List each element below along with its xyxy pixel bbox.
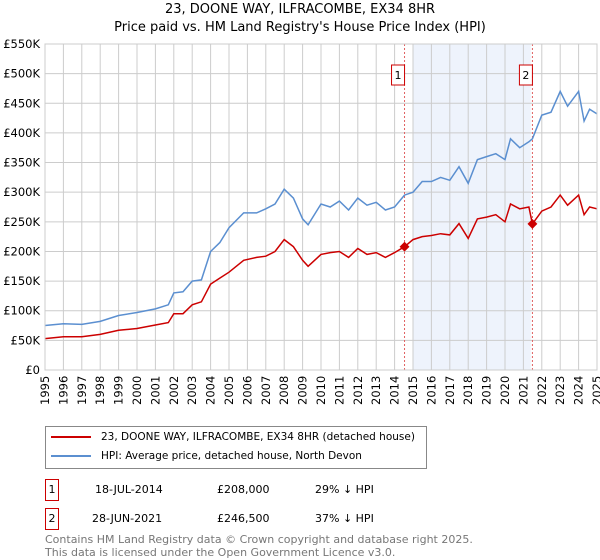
sale-marker-box <box>518 64 533 86</box>
sale-hpi-diff: 29% ↓ HPI <box>315 483 374 496</box>
x-tick-label: 1995 <box>38 376 52 405</box>
legend-swatch-red <box>51 436 91 438</box>
price-chart: £0 £50K £100K £150K £200K £250K £300K £350K £400… <box>3 37 600 405</box>
y-tick-label: £450K <box>3 96 40 110</box>
hpi-line <box>44 89 598 327</box>
sale-hpi-diff: 37% ↓ HPI <box>315 512 374 525</box>
x-tick-label: 1999 <box>112 376 126 405</box>
x-tick-label: 2009 <box>296 376 310 405</box>
plot-frame <box>44 43 598 371</box>
x-tick-label: 2019 <box>480 376 494 405</box>
sale-row: 2 28-JUN-2021 £246,500 37% ↓ HPI <box>45 508 545 530</box>
sale-date: 18-JUL-2014 <box>95 483 163 496</box>
y-tick-label: £550K <box>3 37 40 51</box>
x-tick-label: 2007 <box>259 376 273 405</box>
x-tick-label: 2002 <box>167 376 181 405</box>
y-tick-label: £300K <box>3 185 40 199</box>
chart-subtitle: Price paid vs. HM Land Registry's House … <box>114 20 486 35</box>
footer-copyright: Contains HM Land Registry data © Crown c… <box>45 533 473 546</box>
x-tick-label: 2010 <box>314 376 328 405</box>
sale-price: £208,000 <box>217 483 270 496</box>
legend-item-property: 23, DOONE WAY, ILFRACOMBE, EX34 8HR (det… <box>51 431 415 443</box>
x-tick-label: 2020 <box>498 376 512 405</box>
sale-price: £246,500 <box>217 512 270 525</box>
x-tick-label: 1998 <box>93 376 107 405</box>
x-tick-label: 2016 <box>424 376 438 405</box>
x-tick-label: 2005 <box>222 376 236 405</box>
x-tick-label: 1997 <box>75 376 89 405</box>
x-tick-label: 2021 <box>516 376 530 405</box>
sale-marker-number: 1 <box>395 69 402 82</box>
x-tick-label: 2023 <box>553 376 567 405</box>
x-tick-label: 2018 <box>461 376 475 405</box>
sale-marker-box <box>391 64 406 86</box>
x-tick-label: 2015 <box>406 376 420 405</box>
x-tick-label: 2006 <box>240 376 254 405</box>
sale-marker-number: 2 <box>522 69 529 82</box>
property-price-line <box>44 193 598 340</box>
legend-item-hpi: HPI: Average price, detached house, Nort… <box>51 450 362 462</box>
x-tick-label: 2024 <box>572 376 586 405</box>
sale-marker-label: 1 <box>45 479 59 501</box>
y-tick-label: £500K <box>3 67 40 81</box>
y-tick-label: £50K <box>11 333 41 347</box>
footer-licence: This data is licensed under the Open Gov… <box>45 545 396 559</box>
x-tick-label: 2001 <box>148 376 162 405</box>
x-tick-label: 2013 <box>369 376 383 405</box>
legend-label: 23, DOONE WAY, ILFRACOMBE, EX34 8HR (det… <box>101 431 415 443</box>
x-tick-label: 2025 <box>590 376 600 405</box>
x-tick-label: 2004 <box>204 376 218 405</box>
y-tick-label: £350K <box>3 156 40 170</box>
x-tick-label: 2011 <box>332 376 346 405</box>
sale-point <box>399 241 410 252</box>
y-tick-label: £200K <box>3 244 40 258</box>
sale-marker-label: 2 <box>45 508 59 530</box>
x-tick-label: 2022 <box>535 376 549 405</box>
y-tick-label: £150K <box>3 274 40 288</box>
x-tick-label: 2012 <box>351 376 365 405</box>
x-tick-label: 2017 <box>443 376 457 405</box>
sale-row: 1 18-JUL-2014 £208,000 29% ↓ HPI <box>45 479 545 501</box>
sale-point <box>527 218 538 229</box>
x-tick-label: 2000 <box>130 376 144 405</box>
y-tick-label: £250K <box>3 215 40 229</box>
y-tick-label: £100K <box>3 304 40 318</box>
legend: 23, DOONE WAY, ILFRACOMBE, EX34 8HR (det… <box>45 426 427 469</box>
y-tick-label: £0 <box>25 363 40 377</box>
x-tick-label: 1996 <box>56 376 70 405</box>
sale-date: 28-JUN-2021 <box>92 512 163 525</box>
x-tick-label: 2014 <box>388 376 402 405</box>
legend-swatch-blue <box>51 455 91 457</box>
y-tick-label: £400K <box>3 126 40 140</box>
legend-label: HPI: Average price, detached house, Nort… <box>101 450 362 462</box>
x-tick-label: 2003 <box>185 376 199 405</box>
shaded-period <box>413 44 531 370</box>
chart-title: 23, DOONE WAY, ILFRACOMBE, EX34 8HR <box>164 2 436 17</box>
x-tick-label: 2008 <box>277 376 291 405</box>
footer: Contains HM Land Registry data © Crown c… <box>45 533 473 559</box>
